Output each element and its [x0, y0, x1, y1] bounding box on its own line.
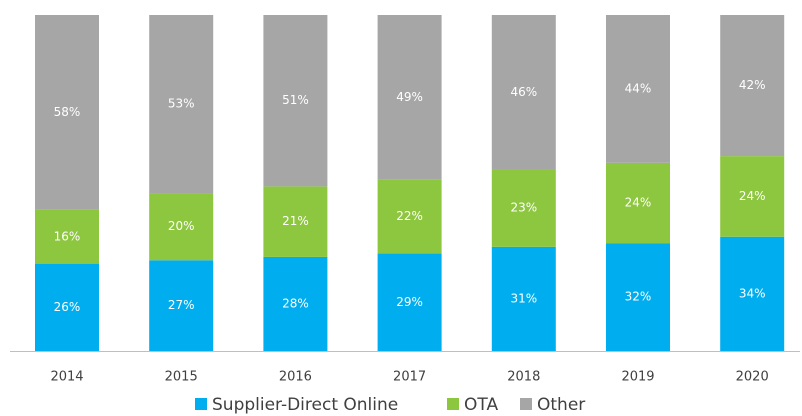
value-label: 29%: [396, 295, 423, 309]
value-label: 16%: [54, 229, 81, 243]
bar-segment: [149, 260, 214, 351]
bar-segment: [263, 15, 328, 187]
value-label: 44%: [625, 81, 652, 95]
x-tick-label: 2018: [507, 370, 540, 385]
bar-segment: [491, 15, 556, 170]
bar-segment: [263, 186, 328, 257]
bar-segment: [491, 169, 556, 247]
bar-segment: [263, 256, 328, 351]
bar-segment: [377, 179, 442, 254]
value-label: 21%: [282, 214, 309, 228]
bar-segment: [491, 246, 556, 351]
value-label: 23%: [510, 201, 537, 215]
bar-segment: [35, 263, 99, 351]
value-label: 42%: [739, 78, 766, 92]
legend-swatch: [195, 398, 207, 410]
value-label: 49%: [396, 90, 423, 104]
value-label: 46%: [510, 85, 537, 99]
bar-segment: [35, 15, 99, 210]
x-tick-label: 2016: [279, 370, 312, 385]
value-label: 34%: [739, 286, 766, 300]
value-label: 28%: [282, 296, 309, 310]
bar-segment: [606, 15, 670, 163]
bar-segment: [377, 15, 442, 180]
bar-segment: [720, 156, 785, 237]
bar-segment: [35, 209, 99, 264]
x-tick-label: 2015: [165, 370, 198, 385]
x-tick-label: 2017: [393, 370, 426, 385]
value-label: 27%: [168, 298, 195, 312]
value-label: 24%: [625, 196, 652, 210]
value-label: 31%: [510, 291, 537, 305]
bar-segment: [149, 193, 214, 261]
value-label: 53%: [168, 97, 195, 111]
value-label: 22%: [396, 209, 423, 223]
legend-swatch: [447, 398, 459, 410]
bar-segment: [606, 243, 670, 351]
bar-segment: [720, 15, 785, 157]
legend-label: Other: [537, 395, 585, 415]
value-label: 24%: [739, 189, 766, 203]
x-tick-label: 2014: [50, 370, 83, 385]
x-tick-label: 2019: [621, 370, 654, 385]
bar-segment: [149, 15, 214, 194]
value-label: 51%: [282, 93, 309, 107]
legend-label: Supplier-Direct Online: [212, 395, 398, 415]
legend-label: OTA: [464, 395, 498, 415]
bar-segment: [606, 162, 670, 244]
bar-segment: [377, 253, 442, 351]
x-tick-label: 2020: [736, 370, 769, 385]
value-label: 20%: [168, 219, 195, 233]
legend-swatch: [520, 398, 532, 410]
value-label: 32%: [625, 290, 652, 304]
bar-segment: [720, 236, 785, 351]
value-label: 26%: [54, 300, 81, 314]
value-label: 58%: [54, 105, 81, 119]
